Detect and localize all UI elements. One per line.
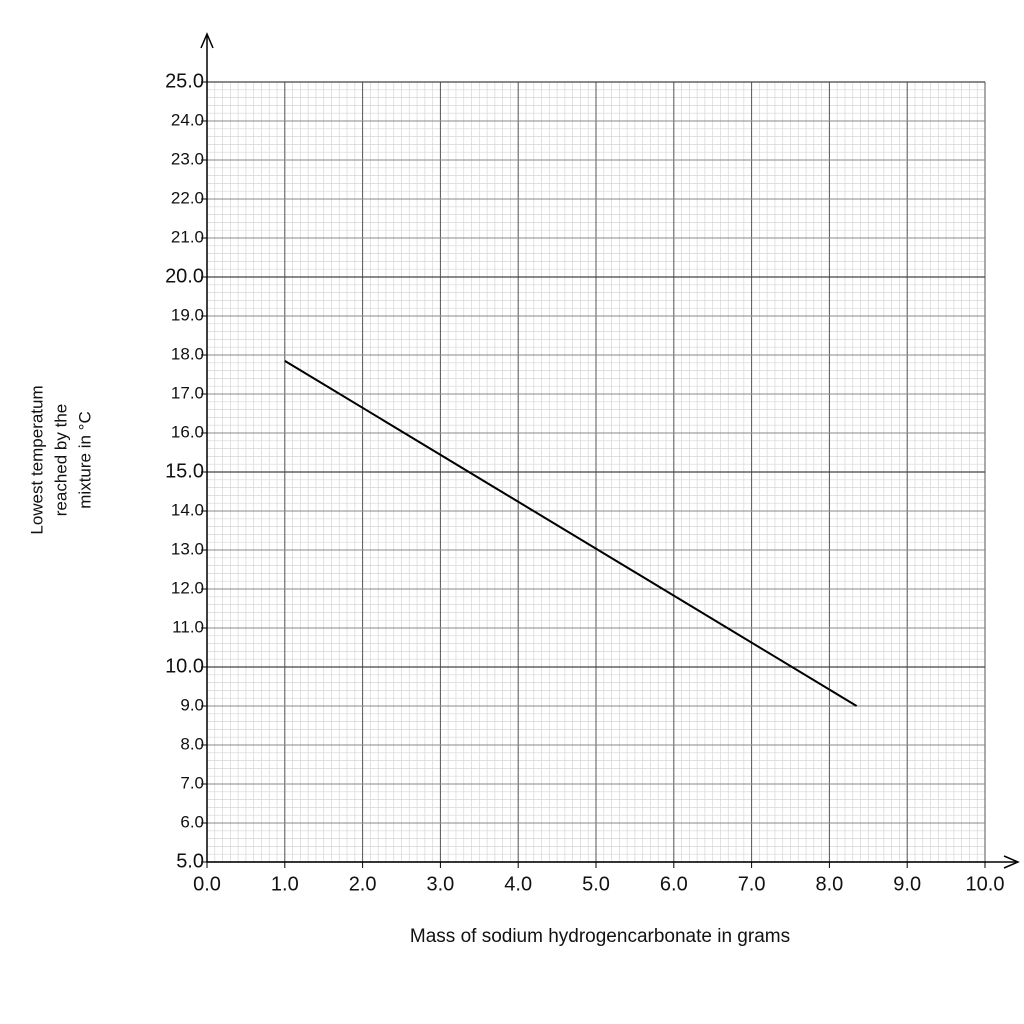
x-axis-label: Mass of sodium hydrogencarbonate in gram… xyxy=(410,926,790,947)
y-tick-label: 5.0 xyxy=(176,850,204,872)
y-tick-label: 8.0 xyxy=(180,734,204,753)
x-tick-label: 10.0 xyxy=(966,873,1005,895)
y-tick-label: 19.0 xyxy=(171,305,204,324)
grid xyxy=(206,81,986,863)
y-axis-label-line: mixture in °C xyxy=(75,411,94,508)
data-line xyxy=(284,359,858,707)
x-tick-label: 5.0 xyxy=(582,873,610,895)
y-tick-label: 15.0 xyxy=(165,460,204,482)
x-tick-label: 9.0 xyxy=(893,873,921,895)
x-tick-label: 6.0 xyxy=(660,873,688,895)
x-tick-label: 3.0 xyxy=(426,873,454,895)
y-tick-label: 16.0 xyxy=(171,422,204,441)
y-tick-label: 18.0 xyxy=(171,344,204,363)
x-tick-label: 1.0 xyxy=(271,873,299,895)
x-tick-label: 2.0 xyxy=(349,873,377,895)
x-axis-arrow xyxy=(1003,855,1020,869)
x-tick-label: 0.0 xyxy=(193,873,221,895)
y-tick-label: 9.0 xyxy=(180,695,204,714)
y-tick-label: 21.0 xyxy=(171,227,204,246)
y-tick-label: 20.0 xyxy=(165,265,204,287)
x-tick-label: 7.0 xyxy=(738,873,766,895)
y-tick-label: 12.0 xyxy=(171,578,204,597)
y-tick-label: 24.0 xyxy=(171,110,204,129)
y-axis-label: Lowest temperatum reached by the mixture… xyxy=(27,385,94,534)
y-tick-label: 14.0 xyxy=(171,500,204,519)
y-tick-label: 17.0 xyxy=(171,383,204,402)
y-tick-label: 11.0 xyxy=(172,617,204,636)
y-axis-label-line: reached by the xyxy=(51,404,70,516)
y-tick-label: 13.0 xyxy=(171,539,204,558)
y-tick-label: 22.0 xyxy=(171,188,204,207)
x-tick-label: 4.0 xyxy=(504,873,532,895)
y-axis-arrow xyxy=(200,32,214,49)
y-tick-label: 7.0 xyxy=(180,773,204,792)
x-tick-label: 8.0 xyxy=(815,873,843,895)
y-tick-label: 23.0 xyxy=(171,149,204,168)
y-tick-label: 25.0 xyxy=(165,70,204,92)
y-axis-label-line: Lowest temperatum xyxy=(27,385,46,534)
y-tick-label: 6.0 xyxy=(180,812,204,831)
y-tick-label: 10.0 xyxy=(165,655,204,677)
